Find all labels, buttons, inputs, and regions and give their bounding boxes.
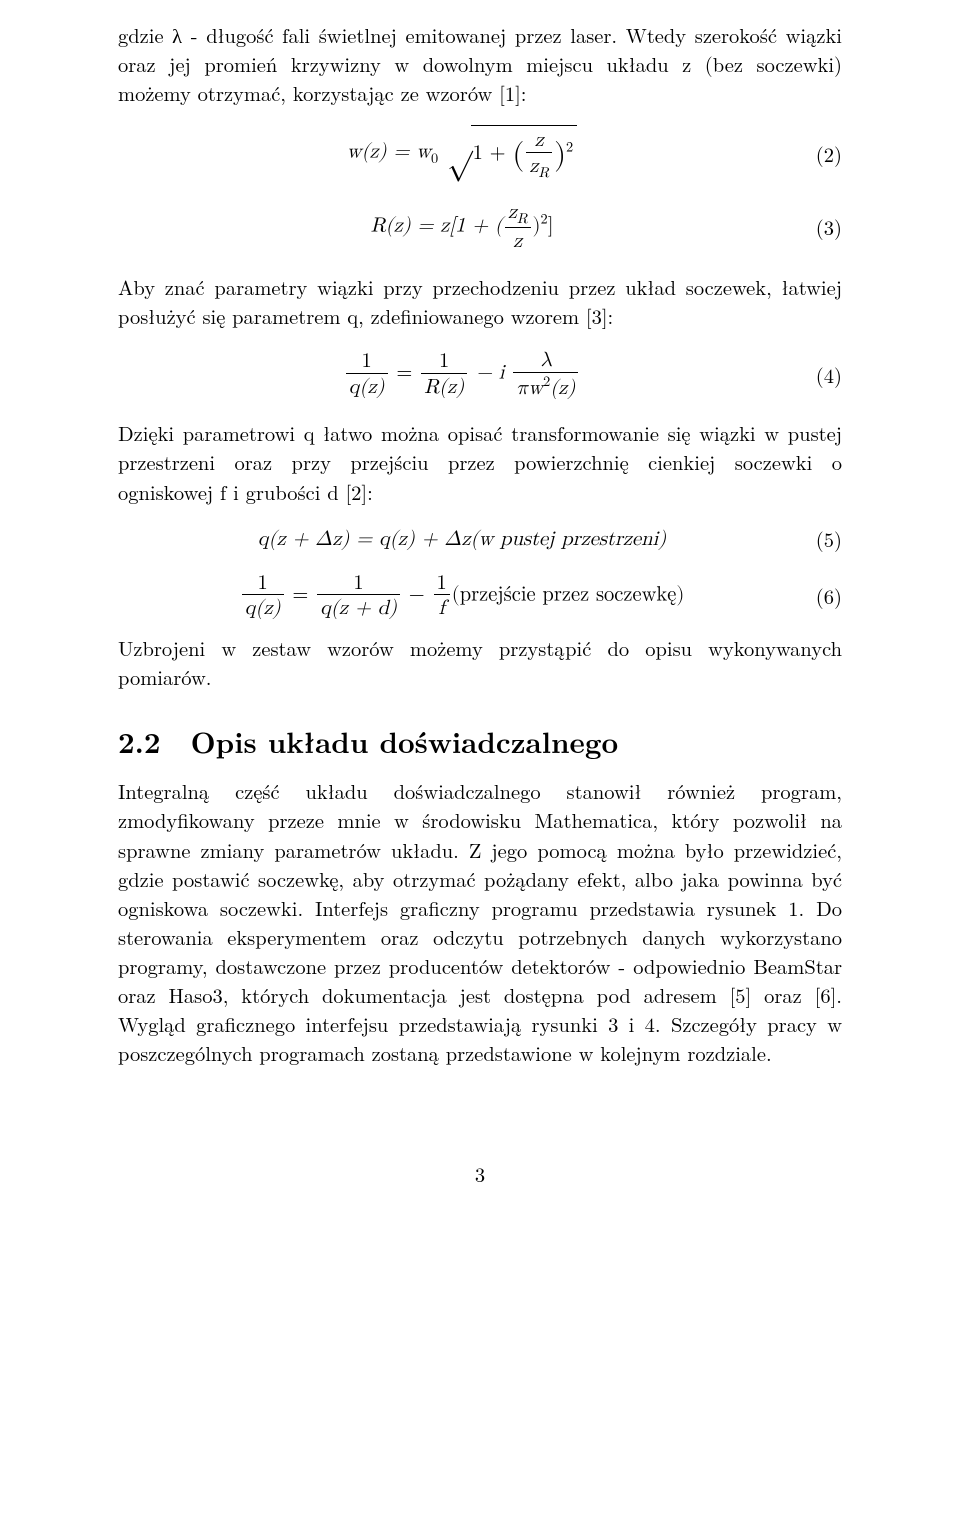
eq6-tail: (przejście przez soczewkę) [452, 583, 685, 604]
eq2-w0-sub: 0 [431, 151, 438, 166]
equation-6-body: 1 q(z) = 1 q(z + d) − 1 f (przejście prz… [118, 571, 806, 621]
eq3-frac-num-base: z [508, 201, 517, 222]
eq3-bracket: ] [548, 214, 554, 235]
equation-2-body: w(z) = w0 √ 1 + ( z zR )2 [118, 125, 806, 182]
eq4-rden-b: (z) [550, 377, 575, 398]
equation-3-body: R(z) = z[1 + ( zR z )2] [118, 200, 806, 254]
paragraph-2: Aby znać parametry wiązki przy przechodz… [118, 272, 842, 330]
paragraph-1: gdzie λ - długość fali świetlnej emitowa… [118, 20, 842, 107]
eq4-mnum: 1 [421, 349, 467, 374]
equation-2: w(z) = w0 √ 1 + ( z zR )2 (2) [118, 125, 842, 182]
paragraph-3: Dzięki parametrowi q łatwo można opisać … [118, 418, 842, 505]
paragraph-5: Integralną część układu doświadczalnego … [118, 776, 842, 1067]
eq6-mden: q(z + d) [317, 595, 400, 621]
eq4-lnum: 1 [346, 349, 388, 374]
equation-6-number: (6) [806, 581, 842, 610]
equation-5-number: (5) [806, 524, 842, 553]
equation-4-number: (4) [806, 360, 842, 389]
eq3-sq: 2 [541, 212, 548, 227]
eq4-rnum: λ [513, 348, 578, 373]
eq2-tail: ) [554, 139, 566, 170]
eq3-tail: ) [533, 214, 541, 235]
equation-6: 1 q(z) = 1 q(z + d) − 1 f (przejście prz… [118, 571, 842, 621]
eq4-mden: R(z) [421, 374, 467, 400]
eq3-frac-den: z [505, 228, 531, 254]
eq4-eq: = [390, 362, 420, 383]
radical-symbol-icon: √ [447, 129, 473, 186]
eq6-eq: = [286, 583, 316, 604]
equation-3-number: (3) [806, 212, 842, 241]
eq4-minus: − i [469, 362, 511, 383]
equation-5: q(z + Δz) = q(z) + Δz(w pustej przestrze… [118, 524, 842, 553]
eq2-frac-num: z [526, 128, 552, 153]
section-title: Opis układu doświadczalnego [191, 720, 619, 762]
equation-5-body: q(z + Δz) = q(z) + Δz(w pustej przestrze… [118, 524, 806, 553]
eq2-frac-den-sub: R [539, 165, 550, 180]
eq2-sq: 2 [566, 140, 573, 155]
eq3-frac-num-sub: R [517, 211, 528, 226]
equation-4: 1 q(z) = 1 R(z) − i λ πw2(z) (4) [118, 348, 842, 400]
eq3-lhs: R(z) = z[1 + ( [371, 214, 503, 235]
equation-3: R(z) = z[1 + ( zR z )2] (3) [118, 200, 842, 254]
eq6-minus: − [402, 583, 432, 604]
eq2-lhs: w(z) = w [347, 141, 431, 162]
eq4-rden-a: πw [516, 377, 543, 398]
equation-2-number: (2) [806, 139, 842, 168]
eq6-rden: f [434, 595, 450, 621]
equation-4-body: 1 q(z) = 1 R(z) − i λ πw2(z) [118, 348, 806, 400]
eq6-lnum: 1 [242, 571, 284, 596]
eq6-mnum: 1 [317, 571, 400, 596]
eq6-lden: q(z) [242, 595, 284, 621]
paragraph-4: Uzbrojeni w zestaw wzorów możemy przystą… [118, 633, 842, 691]
page-number: 3 [118, 1159, 842, 1188]
eq6-rnum: 1 [434, 571, 450, 596]
section-number: 2.2 [118, 720, 161, 762]
eq2-frac-den-base: z [529, 155, 538, 176]
eq4-lden: q(z) [346, 374, 388, 400]
section-heading-2-2: 2.2 Opis układu doświadczalnego [118, 721, 842, 762]
sqrt-icon: √ 1 + ( z zR )2 [445, 125, 577, 182]
